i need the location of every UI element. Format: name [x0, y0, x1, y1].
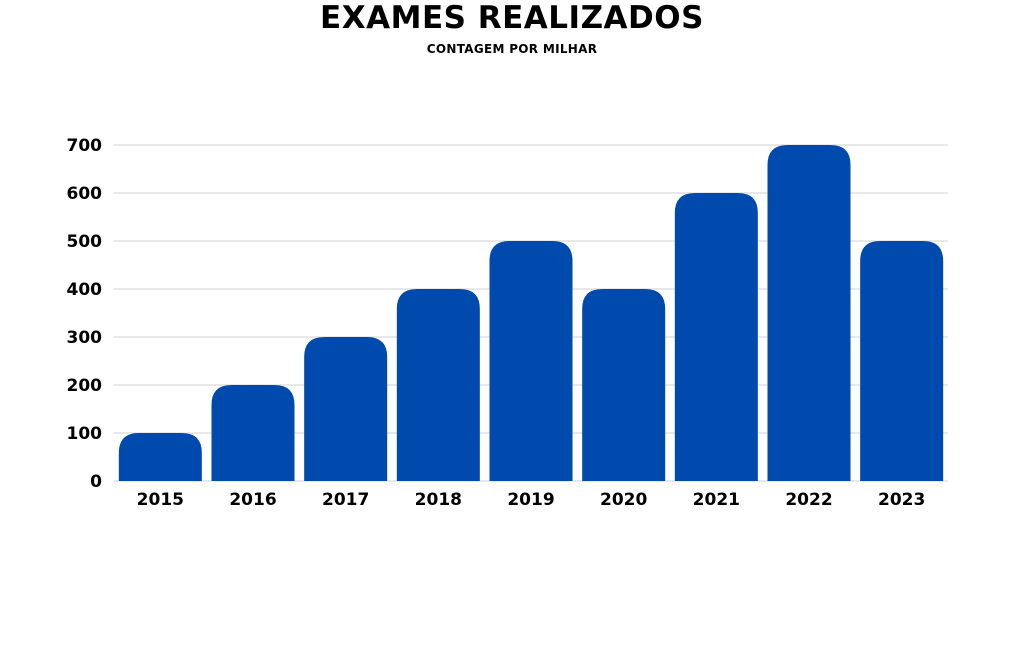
bars: [118, 145, 944, 481]
y-tick-label: 0: [90, 472, 102, 492]
bar-2017: [304, 337, 388, 481]
x-tick-label: 2023: [878, 490, 925, 510]
y-tick-label: 600: [67, 184, 103, 204]
y-tick-label: 400: [67, 280, 103, 300]
x-tick-label: 2020: [600, 490, 647, 510]
y-axis-ticks: 0 100 200 300 400 500 600 700: [67, 136, 103, 492]
x-tick-label: 2018: [415, 490, 462, 510]
bar-2023: [860, 241, 944, 481]
bar-2019: [489, 241, 573, 481]
y-tick-label: 500: [67, 232, 103, 252]
x-tick-label: 2022: [785, 490, 832, 510]
x-tick-label: 2019: [507, 490, 554, 510]
chart-title: EXAMES REALIZADOS: [320, 0, 704, 36]
x-tick-label: 2017: [322, 490, 369, 510]
y-tick-label: 100: [67, 424, 103, 444]
x-tick-label: 2016: [229, 490, 276, 510]
x-tick-label: 2021: [693, 490, 740, 510]
y-tick-label: 700: [67, 136, 103, 156]
x-tick-label: 2015: [137, 490, 184, 510]
x-axis-ticks: 2015 2016 2017 2018 2019 2020 2021 2022 2023: [137, 490, 926, 510]
bar-2018: [396, 289, 480, 481]
y-tick-label: 200: [67, 376, 103, 396]
bar-2021: [674, 193, 758, 481]
y-tick-label: 300: [67, 328, 103, 348]
chart-subtitle: CONTAGEM POR MILHAR: [426, 42, 598, 56]
bar-2020: [582, 289, 666, 481]
bar-2015: [118, 433, 202, 481]
bar-2022: [767, 145, 851, 481]
bar-2016: [211, 385, 295, 481]
